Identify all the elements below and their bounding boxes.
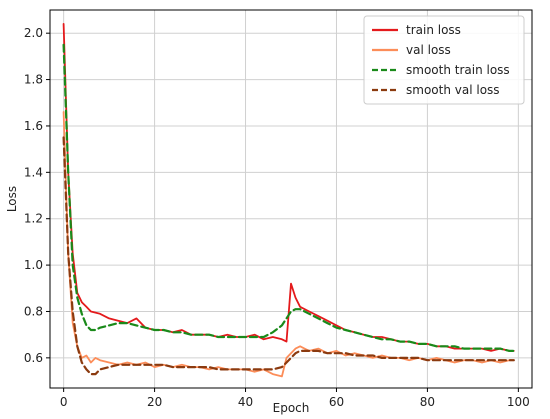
y-tick-label: 0.6 xyxy=(24,351,43,365)
x-tick-label: 0 xyxy=(60,395,68,409)
legend-label: smooth train loss xyxy=(406,63,510,77)
x-tick-label: 20 xyxy=(147,395,162,409)
legend-label: train loss xyxy=(406,23,461,37)
legend-label: smooth val loss xyxy=(406,83,500,97)
legend-box xyxy=(363,15,525,105)
x-axis-label: Epoch xyxy=(273,401,310,415)
y-tick-label: 1.6 xyxy=(24,119,43,133)
y-tick-label: 2.0 xyxy=(24,26,43,40)
legend: train loss val loss smooth train loss smoot… xyxy=(363,15,525,105)
x-tick-label: 40 xyxy=(238,395,253,409)
x-tick-label: 100 xyxy=(507,395,530,409)
axis-ticks: 0 20 40 60 80 100 0.6 0.8 1.0 1.2 1.4 1.6 1.8 2.0 xyxy=(24,26,530,409)
series-line-smooth-train-loss xyxy=(62,43,515,352)
y-tick-label: 1.8 xyxy=(24,73,43,87)
y-tick-label: 1.0 xyxy=(24,258,43,272)
legend-label: val loss xyxy=(406,43,451,57)
plot-frame xyxy=(49,9,533,389)
series-line-val-loss xyxy=(62,111,515,378)
x-tick-label: 60 xyxy=(329,395,344,409)
y-tick-label: 1.4 xyxy=(24,165,43,179)
y-axis-label: Loss xyxy=(5,186,19,212)
y-tick-label: 0.8 xyxy=(24,304,43,318)
series-lines xyxy=(62,22,515,378)
y-tick-label: 1.2 xyxy=(24,212,43,226)
x-tick-label: 80 xyxy=(420,395,435,409)
series-line-smooth-val-loss xyxy=(62,136,515,376)
grid xyxy=(50,10,532,388)
